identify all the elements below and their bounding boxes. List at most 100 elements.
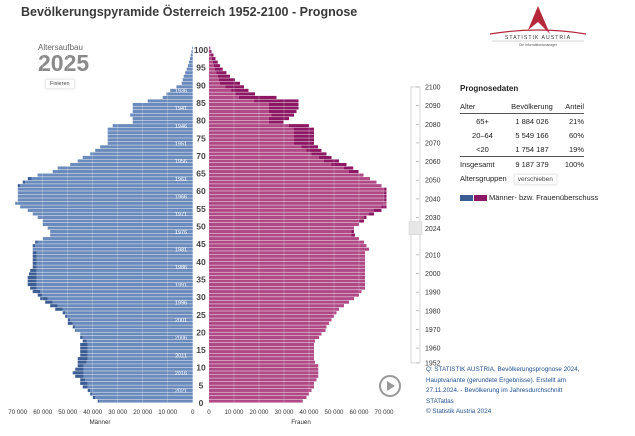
female-surplus-bar	[254, 99, 299, 103]
female-bar	[209, 357, 314, 361]
slider-year-label: 1990	[425, 290, 441, 297]
female-bar	[209, 353, 314, 357]
slider-year-label: 2070	[425, 140, 441, 147]
row-population: 1 754 187	[515, 144, 549, 154]
female-bar	[209, 254, 365, 258]
total-population: 9 187 379	[515, 159, 549, 169]
row-population: 1 884 026	[515, 116, 549, 126]
male-surplus-bar	[87, 388, 91, 392]
female-bar	[209, 184, 382, 188]
female-bar	[209, 191, 384, 195]
female-bar	[209, 173, 364, 177]
male-bar	[82, 335, 193, 340]
female-bar	[209, 187, 384, 191]
female-bar	[209, 117, 269, 121]
male-bar	[132, 110, 193, 114]
statatlas-link[interactable]: STATatlas	[426, 397, 454, 405]
birth-year-label: 2011	[175, 353, 187, 359]
slider-year-label: 2100	[425, 85, 441, 92]
female-surplus-bar	[220, 81, 240, 85]
female-bar	[209, 304, 344, 308]
table-total-row: Insgesamt 9 187 379 100%	[460, 157, 584, 172]
fix-button[interactable]: Fixieren	[45, 79, 75, 89]
female-bar	[209, 261, 365, 265]
birth-year-label: 1936	[175, 89, 187, 95]
female-bar	[209, 346, 314, 350]
altersaufbau-label: Altersaufbau	[38, 43, 83, 52]
birth-year-label: 1996	[175, 300, 187, 306]
male-bar	[36, 286, 193, 290]
male-bar	[83, 371, 193, 375]
male-bar	[17, 191, 193, 195]
female-surplus-bar	[301, 145, 318, 149]
female-bar	[209, 265, 365, 269]
female-bar	[209, 279, 365, 283]
male-bar	[57, 304, 193, 308]
female-bar	[209, 318, 332, 322]
birth-year-label: 2021	[175, 389, 187, 395]
male-bar	[87, 381, 193, 385]
age-tick-label: 10	[196, 363, 206, 373]
male-bar	[95, 148, 193, 152]
logo-text: STATISTIK AUSTRIA	[505, 35, 571, 41]
male-bar	[187, 64, 193, 68]
play-button[interactable]	[379, 375, 401, 397]
age-tick-label: 100	[194, 45, 208, 55]
age-tick-label: 25	[196, 310, 206, 320]
shift-button[interactable]: verschieben	[513, 174, 557, 185]
table-row: 20–64 5 549 166 60%	[460, 128, 584, 142]
legend-male-swatch	[460, 194, 473, 201]
male-bar	[182, 78, 193, 82]
birth-year-label: 1976	[175, 230, 187, 236]
age-tick-label: 90	[196, 80, 206, 90]
male-bar	[107, 127, 193, 131]
female-surplus-bar	[331, 162, 347, 167]
age-tick-label: 40	[196, 257, 206, 267]
female-bar	[209, 99, 254, 103]
male-bar	[170, 88, 193, 92]
male-bar	[36, 279, 193, 283]
male-surplus-bar	[27, 177, 32, 181]
row-age: 20–64	[472, 130, 493, 140]
source-note: Q: STATISTIK AUSTRIA, Bevölkerungsprogno…	[426, 365, 626, 418]
row-age: <20	[476, 144, 489, 154]
x-tick-label-female: 70 000	[375, 409, 394, 416]
female-bar	[209, 88, 232, 92]
male-bar	[50, 233, 193, 237]
male-bar	[185, 71, 193, 75]
male-bar	[42, 222, 193, 227]
female-bar	[209, 233, 352, 237]
female-surplus-bar	[381, 205, 387, 209]
male-bar	[36, 275, 193, 279]
male-bar	[87, 350, 193, 354]
female-bar	[209, 127, 294, 131]
female-surplus-bar	[289, 124, 309, 128]
female-surplus-bar	[324, 159, 339, 163]
male-bar	[90, 388, 193, 392]
male-bar	[191, 46, 193, 50]
female-bar	[209, 237, 359, 241]
male-bar	[36, 258, 193, 262]
age-tick-label: 70	[196, 151, 206, 161]
male-bar	[36, 265, 193, 269]
male-bar	[189, 57, 193, 61]
slider-year-label: 2090	[425, 103, 441, 110]
male-bar	[36, 282, 193, 287]
male-bar	[31, 177, 193, 181]
male-bar	[162, 95, 193, 99]
male-surplus-bar	[35, 240, 38, 244]
female-bar	[209, 141, 294, 145]
female-surplus-bar	[364, 215, 367, 219]
year-slider-handle[interactable]	[408, 221, 423, 235]
female-surplus-bar	[384, 194, 387, 198]
age-tick-label: 75	[196, 133, 206, 143]
female-surplus-bar	[269, 106, 299, 110]
female-bar	[209, 395, 307, 400]
male-bar	[107, 141, 193, 145]
female-bar	[209, 180, 377, 184]
male-bar	[87, 357, 193, 361]
male-bar	[77, 159, 193, 163]
male-bar	[191, 50, 193, 54]
female-surplus-bar	[209, 46, 211, 50]
female-bar	[209, 95, 239, 99]
